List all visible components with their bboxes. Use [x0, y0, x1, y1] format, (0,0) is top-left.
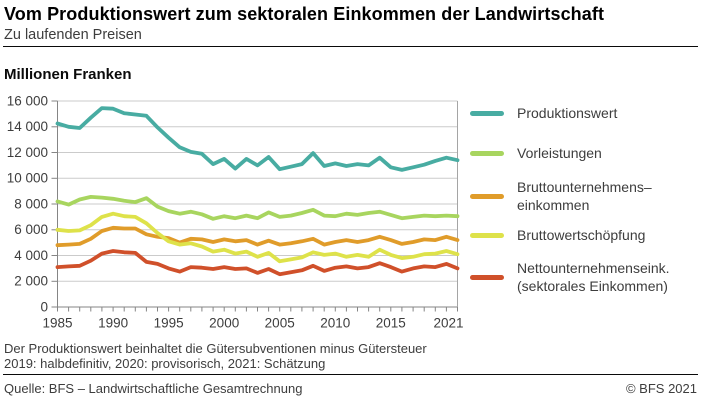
y-axis-label: 2 000 — [14, 274, 48, 289]
x-axis-label: 1990 — [98, 316, 128, 331]
page-subtitle: Zu laufenden Preisen — [4, 27, 142, 43]
legend-label-nettounternehmenseinkommen: Nettounternehmenseink. (sektorales Einkom… — [517, 260, 670, 294]
x-axis-label: 2015 — [376, 316, 406, 331]
legend-swatch-bruttounternehmenseinkommen — [470, 193, 504, 199]
source-text: Quelle: BFS – Landwirtschaftliche Gesamt… — [4, 381, 303, 396]
y-axis-unit-label: Millionen Franken — [4, 66, 132, 83]
x-axis-label: 1985 — [42, 316, 72, 331]
legend-label-vorleistungen: Vorleistungen — [517, 145, 602, 161]
legend-item-bruttowertschoepfung: Bruttowertschöpfung — [470, 226, 645, 244]
footer-divider — [3, 374, 698, 375]
series-line-nettounternehmenseinkommen — [55, 249, 460, 277]
legend-label-bruttowertschoepfung: Bruttowertschöpfung — [517, 227, 646, 243]
y-axis-label: 8 000 — [14, 196, 48, 211]
y-axis-label: 10 000 — [7, 171, 48, 186]
y-axis-label: 0 — [40, 299, 48, 314]
y-axis-label: 12 000 — [7, 145, 48, 160]
legend-item-vorleistungen: Vorleistungen — [470, 144, 602, 162]
chart-canvas: 0 2 000 4 000 6 000 8 000 10 000 12 000 14 000 1… — [7, 93, 464, 331]
series-line-bruttounternehmenseinkommen — [55, 225, 460, 248]
source-row: Quelle: BFS – Landwirtschaftliche Gesamt… — [4, 381, 697, 396]
header-divider — [3, 46, 698, 47]
y-axis-label: 16 000 — [7, 93, 48, 108]
legend-item-produktionswert: Produktionswert — [470, 104, 617, 122]
footnote-line-2: 2019: halbdefinitiv, 2020: provisorisch,… — [4, 356, 326, 371]
y-axis-label: 6 000 — [14, 222, 48, 237]
legend-item-nettounternehmenseinkommen: Nettounternehmenseink. (sektorales Einkom… — [470, 259, 670, 295]
legend-swatch-nettounternehmenseinkommen — [470, 274, 504, 280]
copyright-text: © BFS 2021 — [625, 381, 697, 396]
x-axis-label: 2021 — [433, 316, 463, 331]
legend-swatch-produktionswert — [470, 110, 504, 116]
x-axis-label: 1995 — [154, 316, 184, 331]
series-line-produktionswert — [55, 106, 460, 172]
x-axis-label: 2010 — [320, 316, 350, 331]
legend-item-bruttounternehmenseinkommen: Bruttounternehmens– einkommen — [470, 178, 652, 214]
legend-label-produktionswert: Produktionswert — [517, 105, 618, 121]
footnote-line-1: Der Produktionswert beinhaltet die Güter… — [4, 341, 427, 356]
y-axis-label: 14 000 — [7, 119, 48, 134]
legend-swatch-vorleistungen — [470, 150, 504, 156]
x-axis-label: 2000 — [209, 316, 239, 331]
legend-label-bruttounternehmenseinkommen: Bruttounternehmens– einkommen — [517, 179, 652, 213]
series-line-vorleistungen — [55, 195, 460, 221]
y-axis-label: 4 000 — [14, 248, 48, 263]
series-line-bruttowertschoepfung — [55, 211, 460, 264]
page-title: Vom Produktionswert zum sektoralen Einko… — [4, 4, 605, 24]
x-axis-label: 2005 — [265, 316, 295, 331]
legend-swatch-bruttowertschoepfung — [470, 232, 504, 238]
chart-legend: Produktionswert Vorleistungen Bruttountern… — [470, 0, 701, 320]
